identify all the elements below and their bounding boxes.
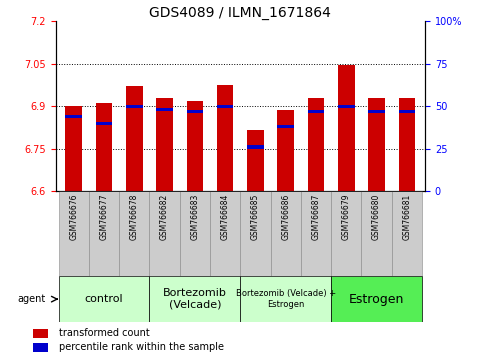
Bar — [392, 191, 422, 276]
Bar — [241, 276, 331, 322]
Text: agent: agent — [18, 294, 46, 304]
Title: GDS4089 / ILMN_1671864: GDS4089 / ILMN_1671864 — [149, 6, 331, 20]
Bar — [398, 110, 415, 113]
Text: GSM766683: GSM766683 — [190, 194, 199, 240]
Text: transformed count: transformed count — [59, 328, 150, 338]
Bar — [96, 122, 113, 125]
Bar — [156, 98, 173, 191]
Text: GSM766678: GSM766678 — [130, 194, 139, 240]
Bar — [126, 86, 142, 191]
Bar — [186, 110, 203, 113]
Bar — [126, 105, 142, 108]
Bar — [361, 191, 392, 276]
Bar — [33, 329, 48, 338]
Bar — [58, 191, 89, 276]
Text: GSM766679: GSM766679 — [342, 194, 351, 240]
Text: GSM766680: GSM766680 — [372, 194, 381, 240]
Bar — [217, 105, 233, 108]
Text: GSM766676: GSM766676 — [69, 194, 78, 240]
Bar — [96, 103, 113, 191]
Text: GSM766687: GSM766687 — [312, 194, 321, 240]
Bar — [241, 191, 270, 276]
Bar — [331, 191, 361, 276]
Bar — [277, 110, 294, 191]
Bar — [89, 191, 119, 276]
Bar — [210, 191, 241, 276]
Text: GSM766681: GSM766681 — [402, 194, 412, 240]
Bar — [156, 108, 173, 111]
Bar — [149, 191, 180, 276]
Bar — [398, 98, 415, 191]
Text: Estrogen: Estrogen — [349, 293, 404, 306]
Bar — [65, 106, 82, 191]
Text: control: control — [85, 294, 123, 304]
Bar — [270, 191, 301, 276]
Text: Bortezomib
(Velcade): Bortezomib (Velcade) — [163, 288, 227, 310]
Bar — [338, 65, 355, 191]
Bar — [308, 98, 325, 191]
Bar — [65, 115, 82, 118]
Bar — [331, 276, 422, 322]
Text: GSM766682: GSM766682 — [160, 194, 169, 240]
Bar — [247, 130, 264, 191]
Bar — [247, 145, 264, 149]
Bar — [217, 85, 233, 191]
Bar — [119, 191, 149, 276]
Bar — [308, 110, 325, 113]
Bar — [186, 101, 203, 191]
Text: GSM766685: GSM766685 — [251, 194, 260, 240]
Text: percentile rank within the sample: percentile rank within the sample — [59, 342, 224, 352]
Bar — [180, 191, 210, 276]
Bar — [368, 98, 385, 191]
Bar — [58, 276, 149, 322]
Bar — [149, 276, 241, 322]
Bar — [33, 343, 48, 352]
Bar — [338, 105, 355, 108]
Bar — [368, 110, 385, 113]
Bar — [301, 191, 331, 276]
Text: GSM766677: GSM766677 — [99, 194, 109, 240]
Text: GSM766684: GSM766684 — [221, 194, 229, 240]
Text: GSM766686: GSM766686 — [281, 194, 290, 240]
Text: Bortezomib (Velcade) +
Estrogen: Bortezomib (Velcade) + Estrogen — [236, 290, 336, 309]
Bar — [277, 125, 294, 128]
